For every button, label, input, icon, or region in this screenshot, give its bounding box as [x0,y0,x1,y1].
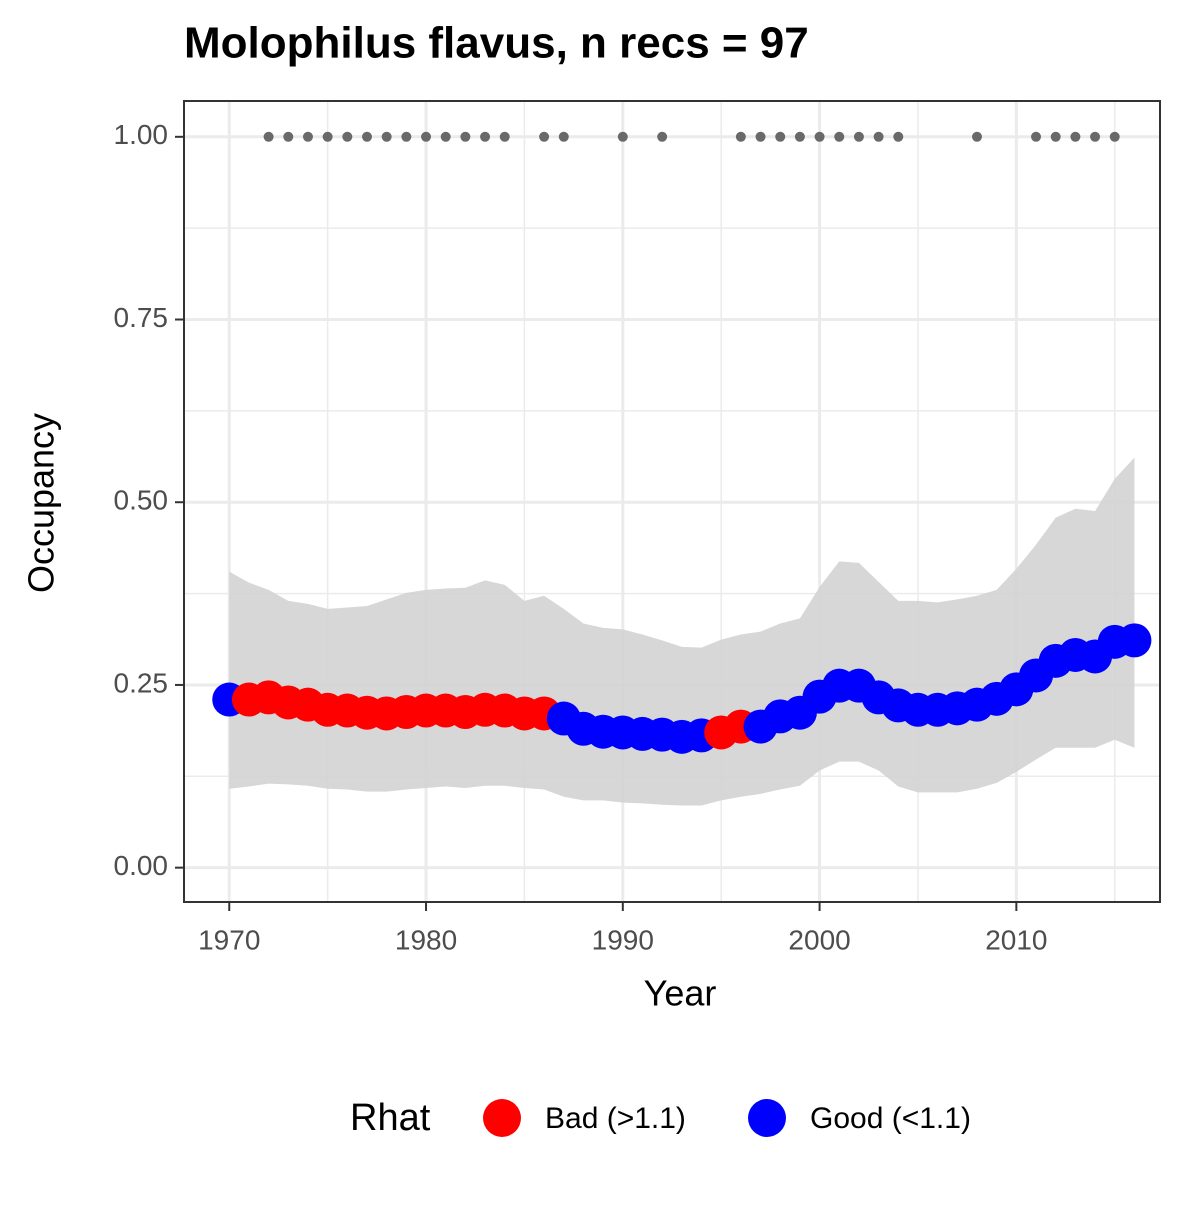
y-axis-title: Occupancy [21,413,62,593]
record-dot [362,131,372,142]
record-dot [342,131,353,142]
record-dot [755,131,766,142]
record-dot [1050,131,1061,142]
y-tick-label: 0.50 [114,485,169,516]
x-tick-label: 1980 [395,924,457,955]
occupancy-point [1117,623,1152,658]
legend-title: Rhat [350,1097,431,1139]
record-dot [834,131,845,142]
legend-swatch [748,1099,786,1137]
y-tick-label: 0.75 [114,302,169,333]
record-dot [617,131,628,142]
x-tick-label: 1970 [198,924,260,955]
legend-label: Good (<1.1) [810,1102,971,1135]
x-tick-label: 2010 [985,924,1047,955]
x-tick-label: 2000 [788,924,850,955]
legend-swatch [483,1099,521,1137]
record-dot [873,131,884,142]
y-tick-label: 0.00 [114,850,169,881]
record-dot [263,131,274,142]
record-dot [302,131,313,142]
record-dot [814,131,825,142]
record-dot [460,131,471,142]
record-dot [539,131,550,142]
x-tick-label: 1990 [592,924,654,955]
record-dot [735,131,746,142]
record-dot [775,131,786,142]
y-tick-label: 1.00 [114,119,169,150]
record-dot [1031,131,1042,142]
record-dot [893,131,904,142]
record-dot [853,131,864,142]
record-dot [558,131,569,142]
chart-title: Molophilus flavus, n recs = 97 [184,19,809,68]
record-dot [421,131,432,142]
record-dot [381,131,392,142]
record-dot [401,131,412,142]
y-tick-label: 0.25 [114,667,169,698]
legend-label: Bad (>1.1) [545,1102,686,1135]
record-dot [499,131,510,142]
x-axis-title: Year [644,973,717,1014]
record-dot [657,131,668,142]
record-dot [1070,131,1081,142]
record-dot [480,131,491,142]
record-dot [283,131,294,142]
record-dot [440,131,451,142]
record-dot [1109,131,1120,142]
record-dot [972,131,982,142]
record-dot [794,131,805,142]
record-dot [322,131,333,142]
record-dot [1090,131,1101,142]
